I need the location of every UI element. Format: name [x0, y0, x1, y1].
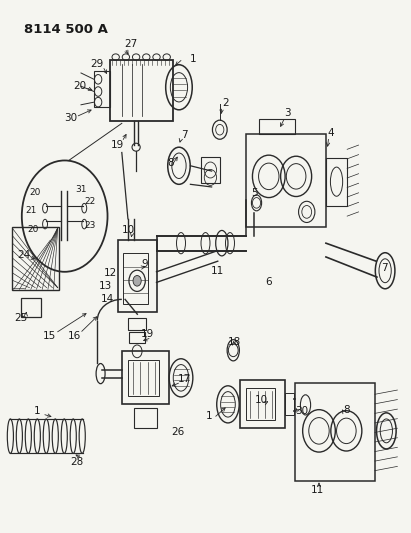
Text: 14: 14: [101, 294, 114, 304]
Text: 13: 13: [99, 281, 113, 291]
Bar: [94, 71, 110, 108]
Text: 18: 18: [228, 337, 242, 347]
Text: 3: 3: [284, 108, 291, 118]
Bar: [12, 227, 58, 290]
Text: 11: 11: [311, 485, 324, 495]
Text: 1: 1: [34, 406, 41, 416]
Bar: [123, 253, 148, 304]
Text: 10: 10: [122, 225, 135, 236]
Text: 17: 17: [178, 374, 191, 384]
Text: 20: 20: [28, 225, 39, 234]
Text: 21: 21: [25, 206, 37, 215]
Text: 7: 7: [381, 263, 388, 272]
Circle shape: [133, 276, 141, 286]
Text: 9: 9: [141, 259, 148, 269]
Text: 29: 29: [91, 59, 104, 69]
Text: 19: 19: [111, 140, 125, 150]
Bar: [296, 383, 375, 481]
Text: 11: 11: [211, 266, 224, 276]
Text: 2: 2: [222, 98, 229, 108]
Text: 8: 8: [343, 405, 350, 415]
Bar: [128, 318, 146, 330]
Text: 30: 30: [64, 113, 77, 123]
Bar: [134, 408, 157, 428]
Bar: [201, 157, 220, 183]
Bar: [21, 298, 42, 317]
Bar: [110, 60, 173, 120]
Text: 8114 500 A: 8114 500 A: [24, 22, 108, 36]
Text: 1: 1: [206, 411, 213, 421]
Text: 1: 1: [190, 54, 196, 63]
Text: 16: 16: [68, 332, 81, 342]
Bar: [246, 389, 275, 420]
Text: 31: 31: [75, 185, 87, 194]
Bar: [128, 360, 159, 397]
Bar: [326, 158, 347, 206]
Text: 26: 26: [171, 427, 185, 437]
Bar: [122, 351, 169, 405]
Text: 10: 10: [255, 395, 268, 405]
Text: 15: 15: [43, 332, 56, 342]
Text: 19: 19: [141, 329, 154, 340]
Text: 24: 24: [17, 250, 30, 260]
Text: 27: 27: [124, 39, 137, 49]
Text: 28: 28: [70, 457, 83, 466]
Text: 30: 30: [295, 406, 308, 416]
Bar: [285, 393, 294, 415]
Bar: [259, 119, 296, 134]
Text: 22: 22: [85, 197, 96, 206]
Bar: [240, 381, 285, 428]
Text: 25: 25: [14, 313, 28, 324]
Text: 6: 6: [266, 277, 272, 287]
Bar: [129, 332, 145, 343]
Text: 20: 20: [73, 81, 86, 91]
Text: 8: 8: [168, 158, 174, 168]
Text: 20: 20: [29, 188, 41, 197]
Text: 23: 23: [85, 221, 96, 230]
Text: 5: 5: [251, 188, 258, 198]
Text: 7: 7: [181, 130, 187, 140]
Bar: [118, 240, 157, 312]
Bar: [246, 134, 326, 227]
Text: 12: 12: [104, 269, 118, 278]
Text: 4: 4: [328, 128, 335, 138]
